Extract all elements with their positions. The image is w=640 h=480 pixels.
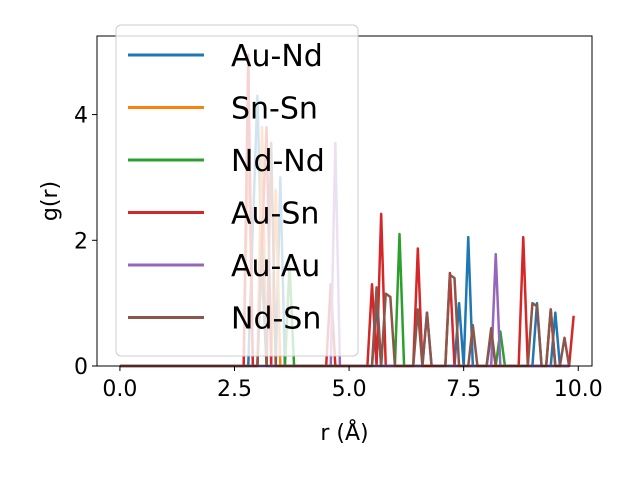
y-tick-label: 4 xyxy=(74,104,88,129)
x-tick-label: 10.0 xyxy=(554,377,603,402)
x-tick-label: 2.5 xyxy=(217,377,252,402)
legend-label-2: Nd-Nd xyxy=(231,144,325,179)
legend-label-1: Sn-Sn xyxy=(231,92,318,127)
x-tick-label: 7.5 xyxy=(446,377,481,402)
legend-label-0: Au-Nd xyxy=(231,39,323,74)
legend: Au-Nd Sn-Sn Nd-Nd Au-Sn Au-Au Nd-Sn xyxy=(116,25,358,356)
x-tick-label: 5.0 xyxy=(332,377,367,402)
legend-label-4: Au-Au xyxy=(231,249,320,284)
y-axis-label: g(r) xyxy=(38,181,63,221)
x-tick-label: 0.0 xyxy=(102,377,137,402)
x-axis-label: r (Å) xyxy=(320,419,368,446)
legend-label-3: Au-Sn xyxy=(231,197,319,232)
legend-label-5: Nd-Sn xyxy=(231,302,321,337)
y-tick-label: 0 xyxy=(74,355,88,380)
y-tick-label: 2 xyxy=(74,229,88,254)
